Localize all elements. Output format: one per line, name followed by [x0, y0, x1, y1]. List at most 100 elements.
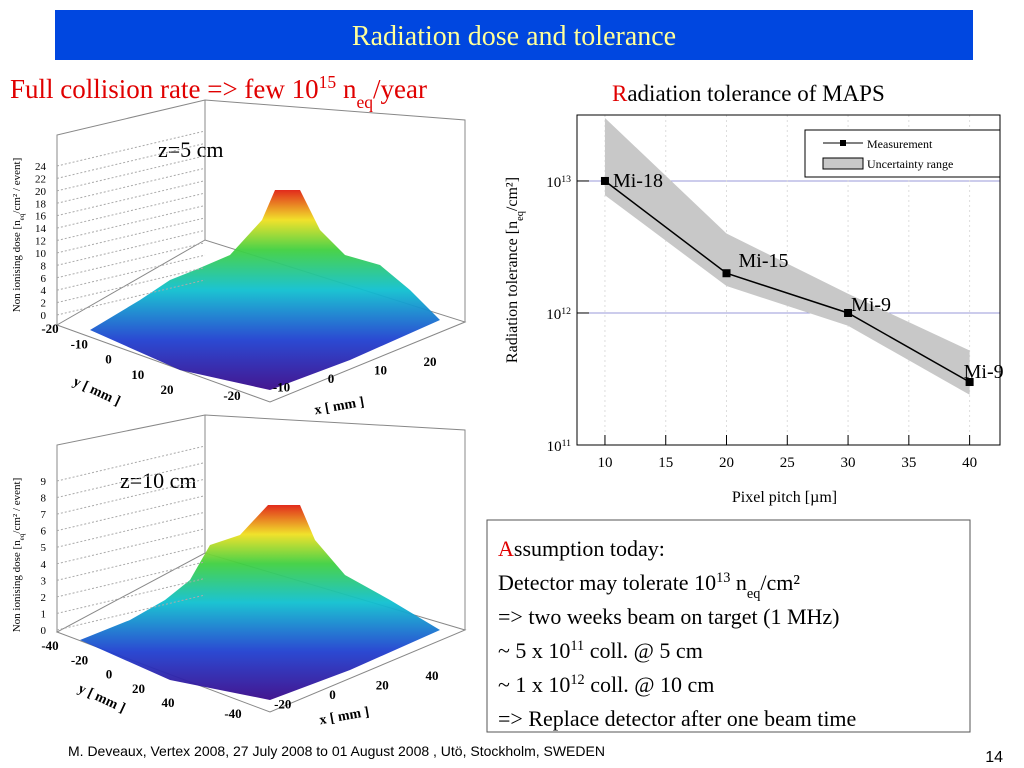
text-part: Non ionising dose [n: [11, 220, 23, 312]
z-tick: [56, 130, 206, 167]
z-tick-label: 16: [35, 211, 47, 223]
slide-title: Radiation dose and tolerance: [352, 21, 676, 52]
text-part: eq: [18, 533, 26, 540]
z-tick: [56, 242, 206, 279]
z-tick: [56, 528, 206, 565]
point-label: Mi-9: [964, 361, 1004, 383]
z-tick-label: 7: [41, 509, 47, 521]
text-part: /cm²]: [504, 177, 521, 211]
x-tick-label: 10: [597, 455, 612, 471]
z-tick: [56, 577, 206, 614]
y-tick-label: 20: [161, 382, 174, 397]
text-part: ssumption today:: [514, 536, 665, 561]
z-tick-label: 4: [41, 559, 47, 571]
x-tick-label: 0: [329, 687, 336, 702]
z-tick-label: 6: [41, 526, 47, 538]
text-part: /cm²: [760, 570, 800, 595]
z-tick: [56, 445, 206, 482]
y-tick-label: 20: [132, 681, 145, 696]
point-label: Mi-15: [739, 250, 789, 272]
x-axis-label: x [ mm ]: [313, 395, 365, 418]
text-part: R: [612, 81, 628, 106]
x-tick-label: -20: [223, 388, 240, 403]
text-part: A: [498, 536, 514, 561]
text-part: 10: [547, 439, 562, 455]
z-tick-label: 8: [41, 260, 47, 272]
legend-marker: [840, 140, 846, 146]
x-tick-label: 20: [719, 455, 734, 471]
z-tick-label: 10: [35, 248, 47, 260]
z-tick: [56, 511, 206, 548]
z-tick-label: 24: [35, 161, 47, 173]
z-tick-label: 2: [41, 592, 47, 604]
measurement-line: [604, 180, 970, 383]
z-tick-label: 5: [41, 542, 47, 554]
y-tick-label: 0: [106, 667, 113, 682]
z-tick-label: 18: [35, 198, 47, 210]
x-tick-label: 15: [658, 455, 673, 471]
x-tick-label: 20: [424, 354, 437, 369]
z-tick: [56, 167, 206, 204]
text-part: Detector may tolerate 10: [498, 570, 716, 595]
z-tick: [56, 254, 206, 291]
text-part: eq: [747, 586, 761, 602]
page-number: 14: [985, 749, 1003, 766]
text-part: Radiation tolerance [n: [504, 221, 521, 363]
text-part: /cm² / event]: [11, 158, 23, 214]
text-line: ~ 5 x 1011 coll. @ 5 cm: [498, 638, 703, 663]
text-part: n: [730, 570, 747, 595]
x-tick-label: 30: [841, 455, 856, 471]
point-label: Mi-18: [613, 170, 663, 192]
heading: Full collision rate => few 1015 neq/year: [10, 72, 427, 112]
text-part: coll. @ 5 cm: [584, 638, 703, 663]
x-tick-label: 40: [962, 455, 977, 471]
text-part: 11: [570, 638, 584, 654]
y-tick-label: -10: [71, 336, 88, 351]
z-tick: [56, 594, 206, 631]
x-axis-label: x [ mm ]: [318, 705, 370, 728]
legend-swatch: [822, 157, 864, 170]
footer: M. Deveaux, Vertex 2008, 27 July 2008 to…: [68, 743, 605, 759]
text-line: Assumption today:: [498, 536, 665, 561]
x-tick-label: 20: [376, 678, 389, 693]
chart-title: Radiation tolerance of MAPS: [612, 81, 885, 106]
plot-label: z=10 cm: [120, 468, 197, 493]
z-tick-label: 20: [35, 186, 47, 198]
z-tick: [56, 205, 206, 241]
text-part: 12: [561, 305, 571, 316]
uncertainty-band: [604, 117, 970, 395]
x-tick-label: 35: [901, 455, 916, 471]
z-tick: [56, 544, 206, 581]
y-tick-label: 1012: [546, 305, 571, 323]
text-part: n: [336, 74, 357, 104]
y-tick-label: 10: [131, 367, 144, 382]
y-tick-label: -20: [71, 652, 88, 667]
text-part: coll. @ 10 cm: [585, 672, 715, 697]
y-tick-label: 1013: [546, 173, 571, 191]
text-line: => two weeks beam on target (1 MHz): [498, 604, 839, 629]
text-part: 10: [546, 175, 561, 191]
x-tick-label: -20: [274, 697, 291, 712]
y-tick-label: 40: [162, 695, 175, 710]
z-tick: [56, 267, 206, 304]
text-part: ~ 1 x 10: [498, 672, 570, 697]
z-tick: [56, 192, 206, 229]
z-tick: [56, 462, 206, 499]
text-part: => Replace detector after one beam time: [498, 706, 856, 731]
measurement-point: [844, 308, 853, 317]
x-tick-label: -10: [273, 380, 290, 395]
legend-label: Uncertainty range: [867, 157, 953, 171]
z-axis-label: Non ionising dose [neq/cm² / event]: [11, 478, 26, 633]
z-tick-label: 2: [41, 298, 47, 310]
x-tick-label: 40: [426, 668, 439, 683]
z-tick-label: 8: [41, 493, 47, 505]
text-part: 10: [546, 307, 561, 323]
z-tick: [56, 495, 206, 532]
y-tick-label: 1011: [547, 438, 572, 456]
text-part: eq: [18, 213, 26, 220]
text-line: => Replace detector after one beam time: [498, 706, 856, 731]
z-tick: [56, 142, 206, 179]
measurement-point: [965, 378, 974, 387]
measurement-point: [722, 269, 731, 278]
